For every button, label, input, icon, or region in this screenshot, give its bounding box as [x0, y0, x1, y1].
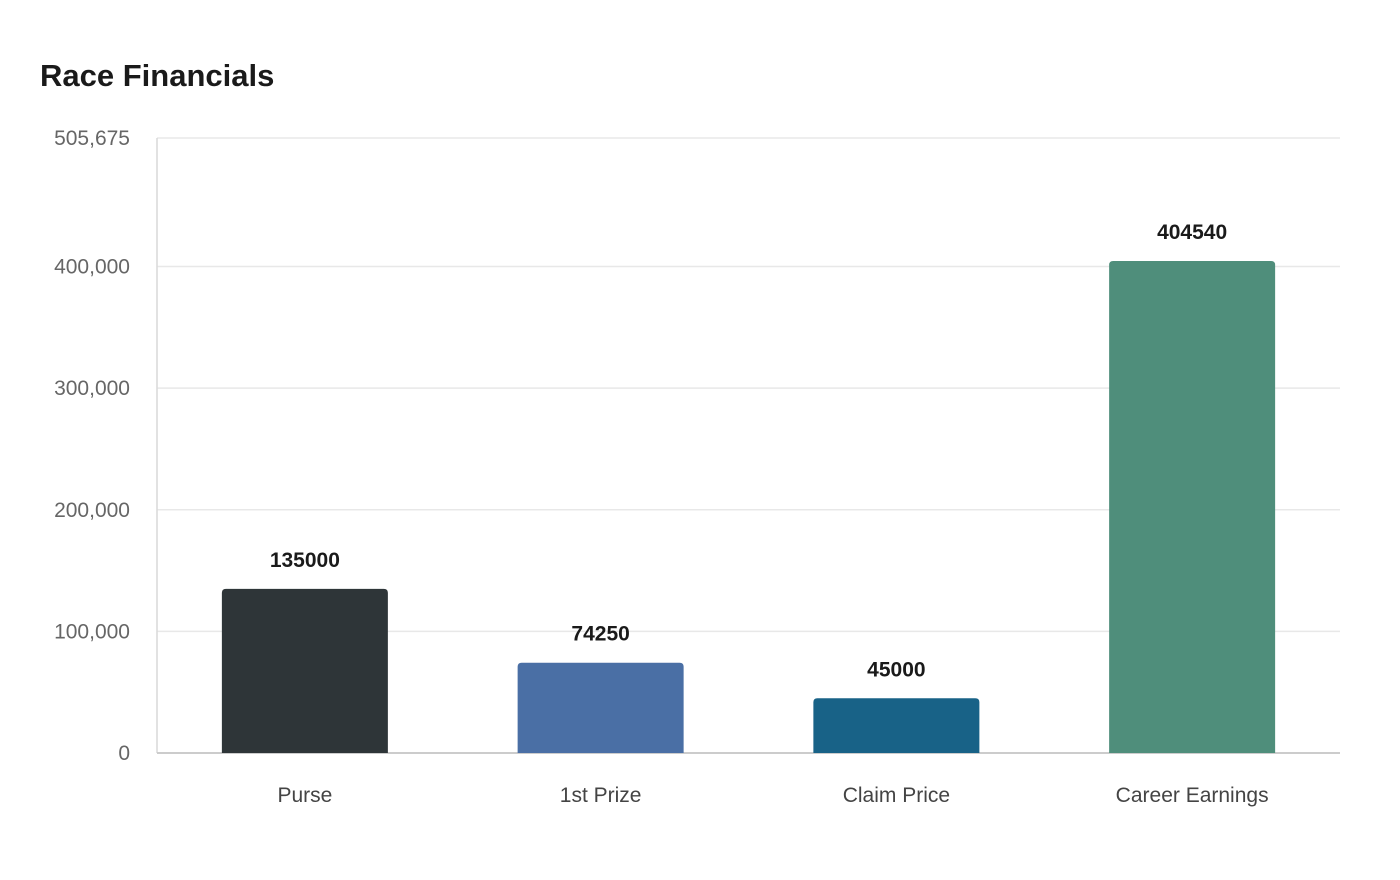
y-tick-label: 0 [118, 742, 130, 765]
labels: 0 100,000 200,000 300,000 400,000 505,675 1350… [54, 127, 1269, 807]
y-tick-label: 200,000 [54, 499, 130, 522]
chart-title: Race Financials [40, 58, 275, 93]
bars [221, 261, 1276, 753]
bar-purse[interactable] [221, 588, 388, 753]
bar-value-label: 135000 [270, 549, 340, 572]
y-tick-label: 400,000 [54, 256, 130, 279]
bar-value-label: 74250 [571, 623, 629, 646]
bar-value-label: 404540 [1157, 221, 1227, 244]
y-tick-label: 505,675 [54, 127, 130, 150]
bar-claim-price[interactable] [813, 698, 980, 753]
x-tick-label: Career Earnings [1116, 784, 1269, 807]
bar-1st-prize[interactable] [517, 662, 684, 753]
y-tick-label: 100,000 [54, 620, 130, 643]
x-tick-label: 1st Prize [560, 784, 642, 807]
y-tick-label: 300,000 [54, 377, 130, 400]
x-tick-label: Purse [277, 784, 332, 807]
bar-career-earnings[interactable] [1109, 261, 1276, 753]
x-tick-label: Claim Price [843, 784, 950, 807]
bar-value-label: 45000 [867, 658, 925, 681]
